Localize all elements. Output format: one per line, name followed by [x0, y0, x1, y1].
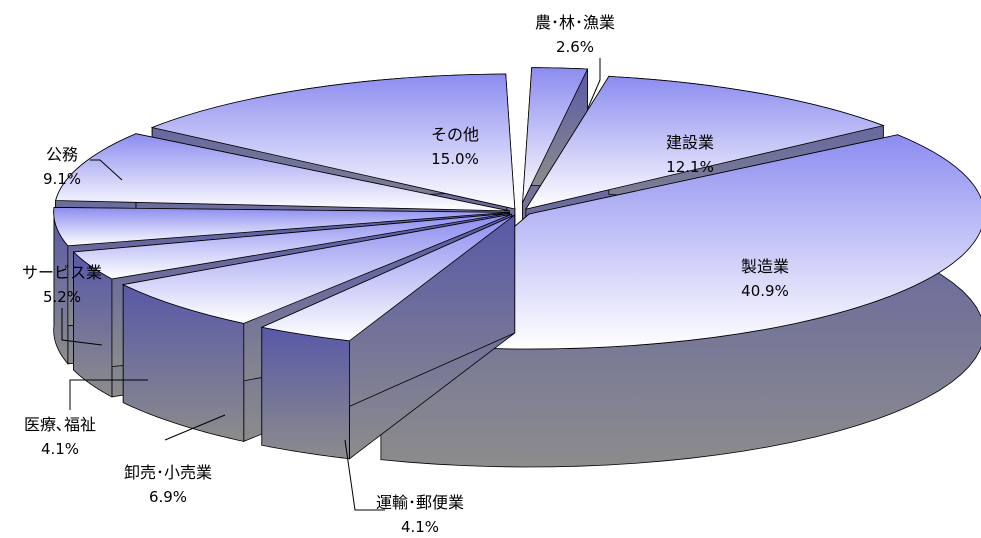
slice-name-label: 公務	[46, 145, 78, 164]
slice-name-label: その他	[431, 125, 479, 144]
slice-top-face	[55, 133, 510, 212]
slice-percent-label: 9.1%	[43, 170, 81, 188]
slice-percent-label: 5.2%	[43, 288, 81, 306]
leader-line	[61, 308, 103, 346]
slice-percent-label: 4.1%	[401, 518, 439, 536]
slice-name-label: 医療､福祉	[24, 415, 96, 434]
slices-layer	[53, 67, 981, 468]
slice-name-label: 農･林･漁業	[535, 13, 615, 32]
leader-line	[344, 439, 385, 511]
labels-layer: 農･林･漁業 2.6% 建設業 12.1% 製造業 40.9% 運輸･郵便業 4.1% 卸売･小…	[22, 13, 789, 536]
leader-line	[587, 58, 601, 109]
slice-top-face	[121, 213, 512, 324]
slice-name-label: 卸売･小売業	[124, 463, 212, 482]
slice-name-label: 運輸･郵便業	[376, 493, 464, 512]
slice-top-face	[522, 67, 589, 203]
slice-percent-label: 15.0%	[431, 150, 479, 168]
slice-outer-wall	[261, 326, 350, 460]
leader-line	[90, 159, 123, 181]
slice-percent-label: 12.1%	[666, 158, 714, 176]
slice-top-face	[53, 207, 509, 247]
slice-top-face	[379, 134, 981, 350]
leader-line	[164, 414, 226, 441]
slice-top-face	[525, 75, 885, 210]
leader-line	[69, 379, 148, 410]
slice-top-face	[260, 214, 515, 342]
leader-lines-layer	[61, 58, 601, 511]
slice-percent-label: 6.9%	[149, 488, 187, 506]
slice-name-label: 製造業	[741, 257, 789, 276]
slice-name-label: 建設業	[666, 133, 714, 152]
slice-percent-label: 4.1%	[41, 440, 79, 458]
slice-top-face	[150, 73, 516, 210]
slice-top-face	[72, 212, 510, 280]
slice-percent-label: 2.6%	[556, 38, 594, 56]
slice-name-label: サービス業	[22, 263, 102, 282]
pie-slice	[260, 214, 516, 460]
slice-percent-label: 40.9%	[741, 282, 789, 300]
